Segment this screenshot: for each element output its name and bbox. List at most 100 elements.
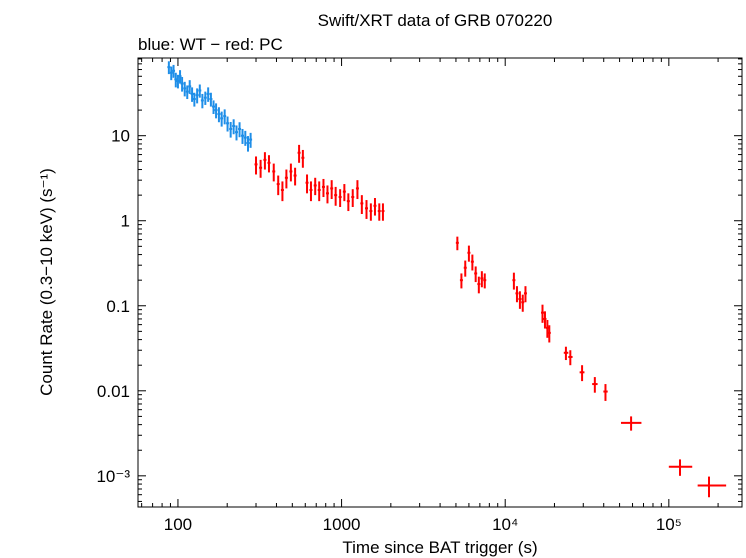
data-point	[200, 93, 204, 109]
data-point	[668, 459, 693, 476]
data-point	[364, 200, 368, 219]
data-point	[369, 203, 373, 221]
data-point	[305, 174, 309, 194]
data-point	[563, 346, 569, 361]
data-point	[192, 92, 196, 107]
data-point	[603, 384, 608, 401]
data-point	[226, 116, 230, 132]
data-point	[470, 254, 474, 271]
data-point	[203, 91, 207, 105]
data-point	[467, 245, 471, 262]
data-points	[167, 61, 727, 498]
data-point	[185, 85, 189, 100]
data-point	[280, 181, 284, 202]
x-tick-label: 10⁴	[492, 515, 518, 534]
data-point	[592, 377, 598, 393]
data-point	[297, 144, 301, 163]
x-axis-label: Time since BAT trigger (s)	[342, 538, 537, 557]
data-point	[309, 181, 313, 202]
x-tick-label: 100	[164, 515, 192, 534]
data-point	[480, 271, 484, 288]
data-point	[272, 163, 276, 182]
data-point	[483, 273, 487, 289]
data-point	[172, 64, 176, 78]
data-point	[543, 311, 547, 329]
data-point	[346, 193, 350, 212]
data-point	[512, 272, 516, 290]
data-point	[547, 325, 551, 343]
data-point	[190, 87, 194, 102]
data-point	[259, 159, 263, 178]
data-point	[523, 286, 527, 303]
data-point	[183, 81, 187, 97]
data-point	[373, 198, 377, 216]
data-point	[334, 186, 338, 206]
data-point	[180, 77, 184, 92]
series-wt	[167, 61, 253, 152]
data-point	[232, 119, 236, 135]
data-point	[317, 181, 321, 202]
data-point	[620, 416, 642, 431]
data-point	[263, 152, 267, 170]
data-point	[178, 70, 182, 84]
data-point	[267, 155, 271, 173]
data-point	[355, 180, 359, 200]
data-point	[217, 107, 221, 123]
x-tick-labels: 100 1000 10⁴ 10⁵	[164, 515, 682, 534]
data-point	[289, 163, 293, 182]
y-tick-label: 0.1	[106, 297, 130, 316]
data-point	[381, 203, 385, 221]
data-point	[169, 66, 173, 81]
y-tick-label: 1	[121, 212, 130, 231]
data-point	[351, 189, 355, 208]
y-tick-label: 10⁻³	[96, 467, 130, 486]
data-point	[223, 109, 227, 125]
data-point	[254, 156, 258, 175]
y-tick-label: 0.01	[97, 382, 130, 401]
data-point	[477, 276, 481, 294]
data-point	[198, 84, 202, 98]
data-point	[360, 195, 364, 215]
data-point	[463, 260, 467, 277]
data-point	[293, 167, 297, 186]
data-point	[276, 175, 280, 196]
data-point	[521, 294, 525, 312]
data-point	[176, 74, 180, 89]
data-point	[474, 266, 478, 283]
data-point	[235, 125, 239, 141]
data-point	[212, 100, 216, 114]
y-axis-label: Count Rate (0.3−10 keV) (s⁻¹)	[37, 168, 56, 396]
data-point	[174, 72, 178, 88]
data-point	[301, 149, 305, 168]
y-tick-label: 10	[111, 127, 130, 146]
data-point	[697, 476, 727, 498]
series-pc	[254, 144, 727, 498]
data-point	[455, 236, 459, 251]
x-tick-label: 10⁵	[656, 515, 682, 534]
data-point	[342, 184, 346, 202]
data-point	[515, 286, 519, 303]
data-point	[167, 61, 171, 75]
data-point	[313, 177, 317, 196]
data-point	[330, 180, 334, 200]
data-point	[518, 291, 522, 309]
data-point	[284, 169, 288, 189]
data-point	[238, 122, 242, 138]
data-point	[206, 87, 210, 102]
data-point	[214, 103, 218, 119]
data-point	[195, 88, 199, 104]
data-point	[459, 273, 463, 289]
data-point	[249, 132, 253, 148]
data-point	[240, 128, 244, 144]
data-point	[540, 304, 544, 323]
data-point	[188, 80, 192, 94]
plot-frame	[137, 57, 743, 508]
data-point	[325, 185, 329, 204]
data-point	[229, 121, 233, 138]
x-tick-label: 1000	[323, 515, 361, 534]
data-point	[377, 203, 381, 221]
chart-subtitle: blue: WT − red: PC	[138, 35, 283, 54]
data-point	[220, 111, 224, 127]
data-point	[579, 365, 585, 382]
